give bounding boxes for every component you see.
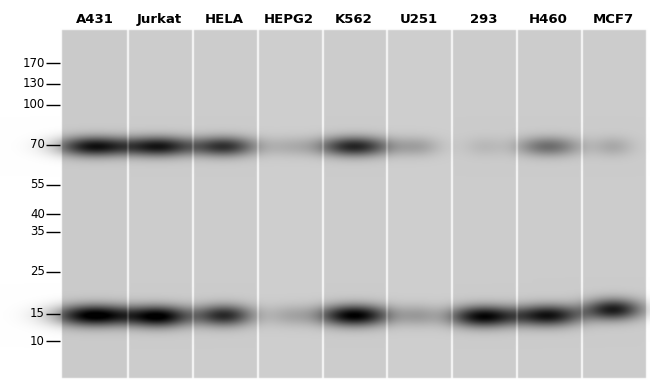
Text: 15: 15 — [30, 307, 45, 320]
Text: H460: H460 — [529, 13, 568, 26]
Text: 35: 35 — [31, 225, 45, 238]
Text: 25: 25 — [30, 265, 45, 278]
Text: 55: 55 — [31, 178, 45, 191]
Text: HEPG2: HEPG2 — [264, 13, 314, 26]
Text: Jurkat: Jurkat — [136, 13, 182, 26]
Text: HELA: HELA — [205, 13, 244, 26]
Text: MCF7: MCF7 — [593, 13, 634, 26]
Text: K562: K562 — [335, 13, 373, 26]
Text: 10: 10 — [30, 335, 45, 348]
Text: 40: 40 — [30, 208, 45, 221]
Text: 293: 293 — [470, 13, 497, 26]
Text: A431: A431 — [75, 13, 113, 26]
Text: U251: U251 — [400, 13, 438, 26]
Text: 100: 100 — [23, 98, 45, 111]
Text: 170: 170 — [23, 57, 45, 69]
Text: 130: 130 — [23, 78, 45, 90]
Text: 70: 70 — [30, 139, 45, 151]
